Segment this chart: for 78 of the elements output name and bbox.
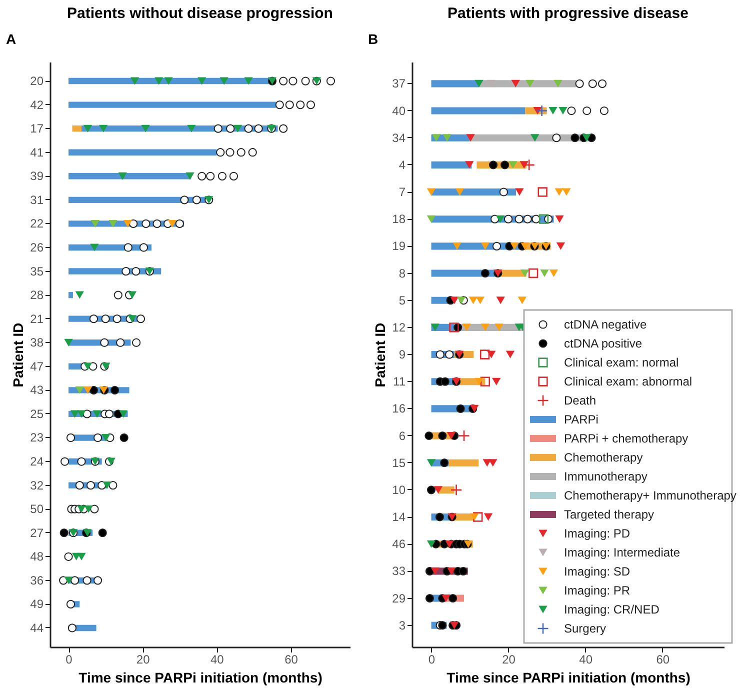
y-tick-label: 9	[398, 348, 406, 362]
legend-label: PARPi + chemotherapy	[564, 432, 688, 446]
legend-label: Targeted therapy	[564, 508, 654, 522]
y-tick-label: 49	[30, 597, 44, 612]
y-tick-label: 41	[30, 145, 44, 160]
legend-label: Immunotherapy	[564, 470, 648, 484]
y-tick-label: 34	[392, 130, 406, 145]
y-tick-label: 5	[398, 293, 406, 308]
y-tick-label: 22	[30, 216, 44, 231]
x-axis-title: Time since PARPi initiation (months)	[78, 670, 322, 686]
y-tick-label: 46	[392, 537, 406, 552]
y-tick-label: 20	[30, 74, 44, 88]
y-tick-label: 28	[30, 288, 44, 302]
y-tick-label: 35	[30, 264, 44, 278]
legend-label: Imaging: SD	[564, 564, 630, 578]
x-tick-label: 40	[579, 652, 593, 666]
y-tick-label: 21	[30, 312, 44, 326]
y-axis-title: Patient ID	[10, 322, 26, 388]
legend-label: Chemotherapy	[564, 450, 643, 464]
y-tick-label: 43	[30, 383, 44, 398]
legend-label: Imaging: PR	[564, 584, 630, 598]
y-tick-label: 16	[392, 402, 406, 416]
y-tick-label: 4	[398, 158, 406, 172]
legend-label: Imaging: PD	[564, 526, 630, 540]
y-tick-label: 8	[398, 266, 406, 280]
y-tick-label: 24	[30, 454, 44, 469]
y-tick-label: 12	[392, 320, 406, 334]
y-tick-label: 44	[30, 620, 44, 635]
y-axis-title: Patient ID	[372, 322, 388, 388]
chart-title: Patients with progressive disease	[448, 5, 688, 22]
text: A	[6, 31, 16, 47]
chart-title: Patients without disease progression	[67, 5, 333, 22]
y-tick-label: 42	[30, 98, 44, 112]
legend-label: Chemotherapy+ Immunotherapy	[564, 488, 736, 502]
y-tick-label: 6	[398, 428, 406, 443]
legend-label: Death	[564, 394, 596, 408]
y-tick-label: 39	[30, 169, 44, 184]
x-tick-label: 20	[502, 652, 516, 666]
y-tick-label: 38	[30, 336, 44, 350]
y-tick-label: 17	[30, 122, 44, 136]
y-tick-label: 48	[30, 550, 44, 564]
y-tick-label: 36	[30, 573, 44, 588]
text: B	[368, 31, 378, 47]
legend-label: ctDNA negative	[564, 318, 648, 332]
legend-label: PARPi	[564, 412, 598, 426]
x-tick-label: 40	[210, 652, 224, 666]
legend-label: Surgery	[564, 622, 606, 636]
y-tick-label: 27	[30, 526, 44, 540]
y-tick-label: 10	[392, 482, 406, 497]
legend-label: Clinical exam: abnormal	[564, 374, 692, 388]
y-tick-label: 7	[398, 185, 406, 199]
y-tick-label: 18	[392, 212, 406, 226]
x-tick-label: 20	[136, 652, 150, 666]
y-tick-label: 47	[30, 359, 44, 374]
legend-label: Clinical exam: normal	[564, 356, 679, 370]
legend-label: ctDNA positive	[564, 336, 642, 350]
y-tick-label: 11	[393, 374, 406, 389]
y-tick-label: 23	[30, 430, 44, 445]
y-tick-label: 33	[392, 564, 406, 578]
x-tick-label: 60	[656, 652, 670, 666]
y-tick-label: 3	[398, 618, 406, 632]
y-tick-label: 15	[392, 456, 406, 470]
y-tick-label: 29	[392, 591, 406, 606]
legend-label: Imaging: CR/NED	[564, 602, 660, 616]
y-tick-label: 31	[30, 192, 44, 207]
y-tick-label: 37	[392, 76, 406, 91]
y-tick-label: 19	[392, 239, 406, 254]
x-tick-label: 60	[284, 652, 298, 666]
x-tick-label: 0	[66, 652, 73, 666]
y-tick-label: 50	[30, 502, 44, 516]
legend-label: Imaging: Intermediate	[564, 546, 680, 560]
y-tick-label: 14	[392, 510, 406, 524]
x-tick-label: 0	[428, 652, 436, 666]
y-tick-label: 32	[30, 478, 44, 492]
y-tick-label: 26	[30, 240, 44, 254]
x-axis-title: Time since PARPi initiation (months)	[446, 670, 690, 686]
y-tick-label: 25	[30, 406, 44, 421]
y-tick-label: 40	[392, 104, 406, 118]
